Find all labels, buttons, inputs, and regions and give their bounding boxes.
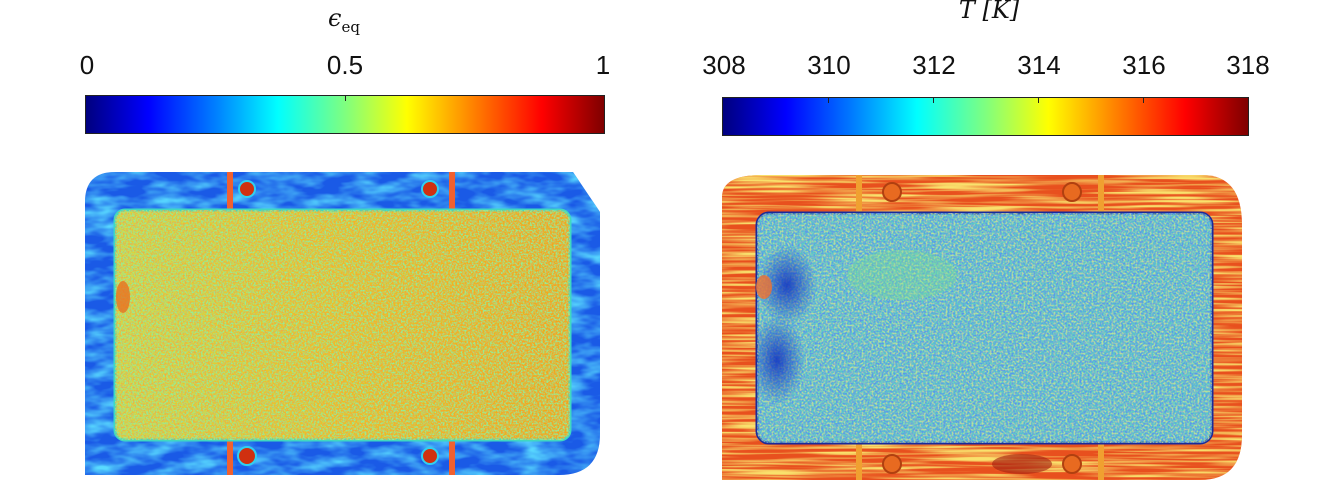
temperature-panel: T [K] 308 310 312 314 316 318 — [667, 0, 1334, 500]
temperature-tick-label-0: 308 — [702, 50, 746, 80]
temperature-colorbar-tick — [828, 98, 829, 103]
temperature-tick-label-4: 316 — [1122, 50, 1166, 80]
temperature-tick-label-3: 314 — [1017, 50, 1061, 80]
strain-colorbar-tick — [345, 96, 346, 101]
strain-field-image — [85, 172, 600, 475]
temperature-tick-label-2: 312 — [912, 50, 956, 80]
temperature-field-map — [722, 175, 1242, 480]
temperature-tick-label-1: 310 — [807, 50, 851, 80]
strain-colorbar-title: ϵeq — [328, 4, 360, 36]
strain-tick-label-1: 0.5 — [326, 50, 364, 80]
strain-panel: ϵeq 0 0.5 1 — [79, 4, 611, 475]
temperature-colorbar — [722, 97, 1249, 136]
strain-colorbar — [85, 95, 605, 134]
temperature-field-image — [722, 175, 1242, 480]
temperature-colorbar-tick — [1038, 98, 1039, 103]
temperature-colorbar-title: T [K] — [958, 0, 1020, 24]
strain-tick-label-2: 1 — [595, 50, 611, 80]
temperature-colorbar-tick — [1143, 98, 1144, 103]
temperature-tick-label-5: 318 — [1226, 50, 1270, 80]
strain-field-map — [85, 172, 600, 475]
temperature-colorbar-tick — [933, 98, 934, 103]
strain-tick-label-0: 0 — [79, 50, 95, 80]
